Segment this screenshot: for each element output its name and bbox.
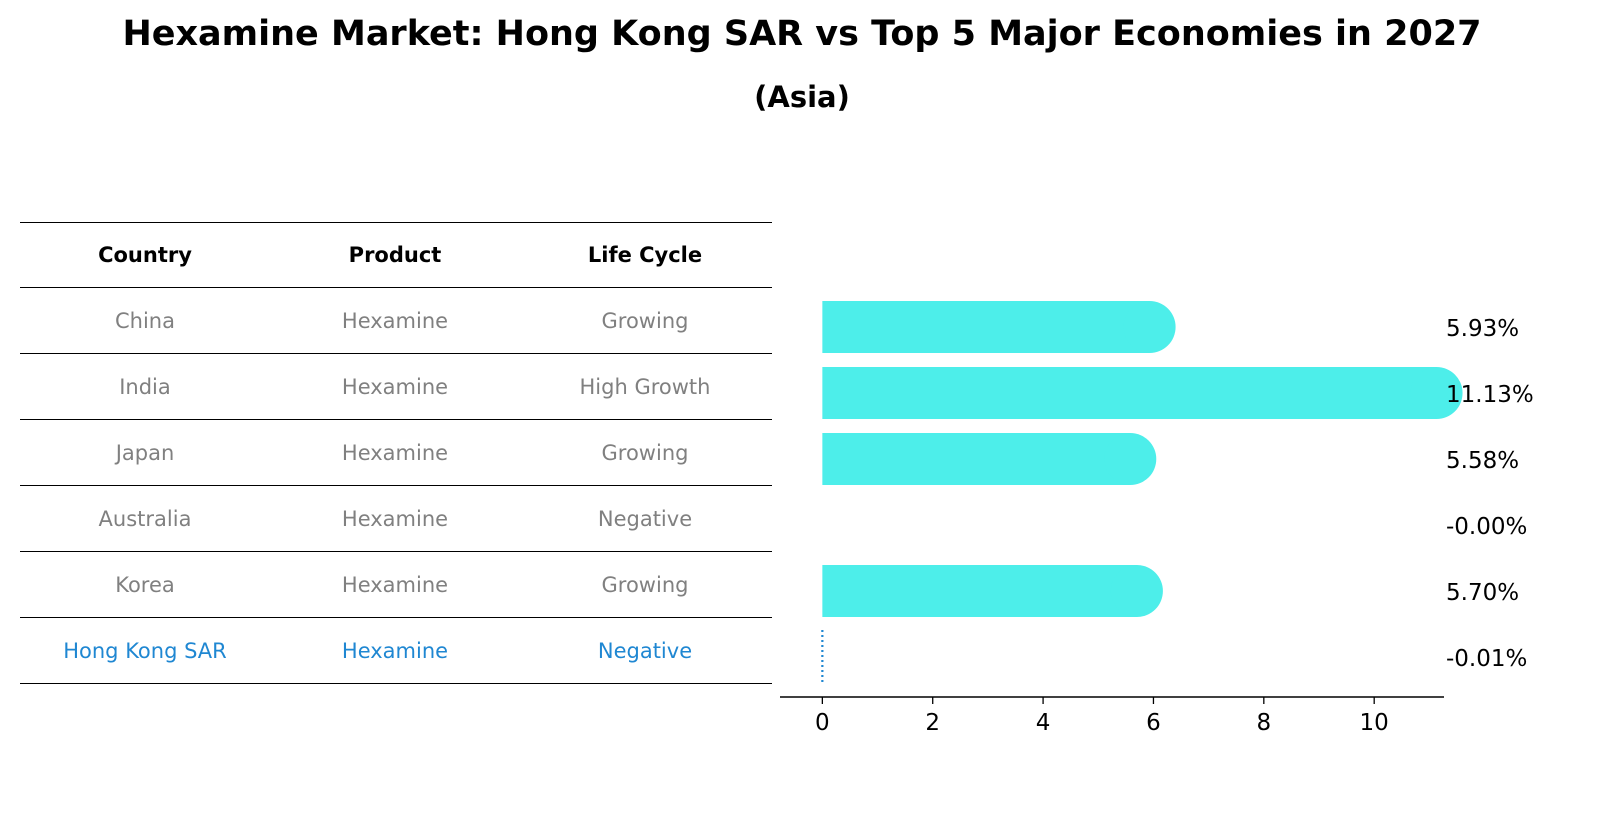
header-life-cycle: Life Cycle — [587, 243, 703, 267]
table-row: India Hexamine High Growth — [20, 354, 772, 420]
life-cycle-cell: Negative — [597, 638, 693, 663]
table-row: Korea Hexamine Growing — [20, 552, 772, 618]
bar — [822, 565, 1137, 617]
country-cell: Australia — [98, 506, 192, 531]
product-cell: Hexamine — [341, 572, 449, 597]
value-label: -0.00% — [1446, 514, 1527, 540]
bar — [822, 301, 1150, 353]
bar — [822, 433, 1131, 485]
chart-title: Hexamine Market: Hong Kong SAR vs Top 5 … — [122, 14, 1482, 54]
bar-chart: 5.93% 11.13% 5.58% -0.00% 5.70% -0.01% 0 2 4 6 8 10 — [780, 301, 1534, 736]
life-cycle-cell: Growing — [601, 572, 689, 597]
header-country: Country — [98, 243, 192, 267]
x-tick-label: 10 — [1360, 710, 1389, 736]
life-cycle-cell: Negative — [597, 506, 693, 531]
x-tick-label: 8 — [1257, 710, 1272, 736]
value-label: 11.13% — [1446, 382, 1534, 408]
x-tick-label: 4 — [1036, 710, 1051, 736]
bar — [822, 367, 1437, 419]
country-cell: Korea — [115, 572, 175, 597]
x-tick-label: 6 — [1146, 710, 1161, 736]
bar-cap — [1123, 301, 1176, 353]
bar-cap — [1110, 565, 1163, 617]
table-row: Japan Hexamine Growing — [20, 420, 772, 486]
value-label: 5.93% — [1446, 316, 1519, 342]
table-row: China Hexamine Growing — [20, 288, 772, 354]
table-header-row: Country Product Life Cycle — [20, 222, 772, 288]
product-cell: Hexamine — [341, 374, 449, 399]
country-cell: India — [119, 374, 171, 399]
value-label: -0.01% — [1446, 646, 1527, 672]
life-cycle-cell: High Growth — [579, 374, 711, 399]
country-cell: China — [115, 308, 175, 333]
x-tick-label: 0 — [815, 710, 830, 736]
chart-subtitle: (Asia) — [754, 80, 850, 114]
bar-cap — [1104, 433, 1157, 485]
country-cell: Hong Kong SAR — [63, 638, 227, 663]
x-tick-label: 2 — [925, 710, 940, 736]
data-table: Country Product Life Cycle China Hexamin… — [20, 222, 772, 684]
product-cell: Hexamine — [341, 506, 449, 531]
product-cell: Hexamine — [341, 638, 449, 663]
table-row: Australia Hexamine Negative — [20, 486, 772, 552]
product-cell: Hexamine — [341, 440, 449, 465]
product-cell: Hexamine — [341, 308, 449, 333]
header-product: Product — [348, 243, 442, 267]
value-label: 5.70% — [1446, 580, 1519, 606]
country-cell: Japan — [115, 440, 175, 465]
life-cycle-cell: Growing — [601, 440, 689, 465]
table-row-highlighted: Hong Kong SAR Hexamine Negative — [20, 618, 772, 684]
life-cycle-cell: Growing — [601, 308, 689, 333]
value-label: 5.58% — [1446, 448, 1519, 474]
bar-cap — [1410, 367, 1463, 419]
